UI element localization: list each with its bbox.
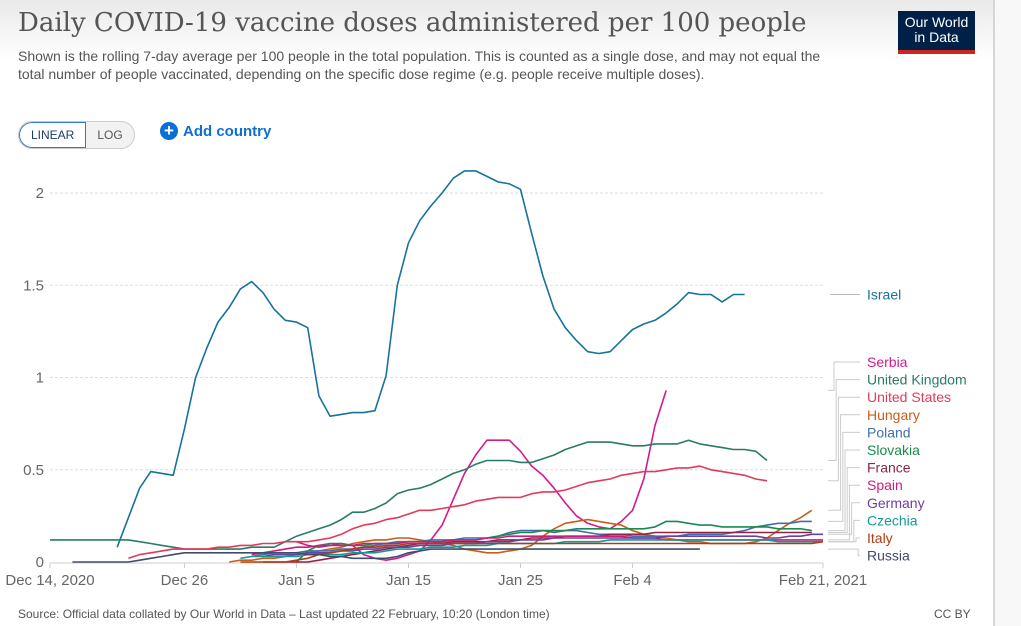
series-line-france — [262, 531, 812, 563]
owid-logo[interactable]: Our World in Data — [898, 11, 975, 54]
series-line-israel — [116, 170, 745, 548]
x-tick-label: Jan 15 — [386, 572, 431, 589]
series-label-slovakia: Slovakia — [867, 442, 920, 458]
x-tick-label: Jan 5 — [278, 572, 315, 589]
y-tick-label: 0 — [36, 554, 44, 571]
series-line-united-kingdom — [50, 439, 768, 550]
chart-title: Daily COVID-19 vaccine doses administere… — [18, 8, 807, 38]
series-label-hungary: Hungary — [867, 407, 920, 423]
label-connector — [828, 361, 860, 391]
series-line-germany — [262, 533, 823, 558]
x-tick-label: Jan 25 — [498, 572, 543, 589]
series-label-united-kingdom: United Kingdom — [867, 372, 967, 388]
chart-subtitle: Shown is the rolling 7-day average per 1… — [18, 48, 821, 82]
right-side-panel — [993, 0, 1021, 626]
y-tick-label: 1 — [36, 370, 44, 387]
label-connector — [828, 431, 860, 522]
series-line-poland — [251, 520, 812, 558]
x-tick-label: Dec 14, 2020 — [5, 572, 94, 589]
series-label-poland: Poland — [867, 424, 911, 440]
series-label-spain: Spain — [867, 477, 903, 493]
license-link[interactable]: CC BY — [934, 607, 971, 621]
series-label-serbia: Serbia — [867, 354, 908, 370]
source-note: Source: Official data collated by Our Wo… — [18, 607, 550, 621]
label-connector — [828, 379, 860, 461]
series-label-russia: Russia — [867, 548, 910, 564]
series-line-russia — [72, 548, 700, 563]
series-line-united-states — [128, 465, 768, 560]
linear-scale-button[interactable]: LINEAR — [19, 122, 87, 148]
logo-line-2: in Data — [914, 29, 959, 45]
log-scale-button[interactable]: LOG — [97, 128, 123, 142]
x-tick-label: Feb 21, 2021 — [779, 572, 867, 589]
plus-circle-icon: + — [160, 122, 178, 140]
y-tick-label: 0.5 — [23, 462, 44, 479]
scale-toggle: LINEAR LOG — [18, 121, 135, 149]
series-label-czechia: Czechia — [867, 512, 918, 528]
y-tick-label: 1.5 — [23, 277, 44, 294]
series-label-italy: Italy — [867, 530, 893, 546]
series-label-france: France — [867, 460, 911, 476]
label-connector — [828, 449, 860, 532]
label-connector — [828, 484, 860, 541]
y-tick-label: 2 — [36, 185, 44, 202]
series-label-israel: Israel — [867, 286, 901, 302]
series-label-united-states: United States — [867, 389, 951, 405]
label-connector — [828, 414, 860, 511]
series-line-italy — [240, 540, 824, 563]
logo-line-1: Our World — [904, 14, 969, 30]
series-line-slovakia — [295, 520, 812, 563]
label-connector — [828, 467, 860, 533]
add-country-label: Add country — [183, 122, 272, 140]
add-country-button[interactable]: + Add country — [160, 122, 271, 140]
x-tick-label: Dec 26 — [161, 572, 209, 589]
series-label-germany: Germany — [867, 495, 925, 511]
label-connector — [828, 502, 860, 535]
label-connector — [828, 548, 860, 557]
label-connector — [828, 396, 860, 482]
label-connector — [828, 537, 860, 543]
x-tick-label: Feb 4 — [613, 572, 651, 589]
